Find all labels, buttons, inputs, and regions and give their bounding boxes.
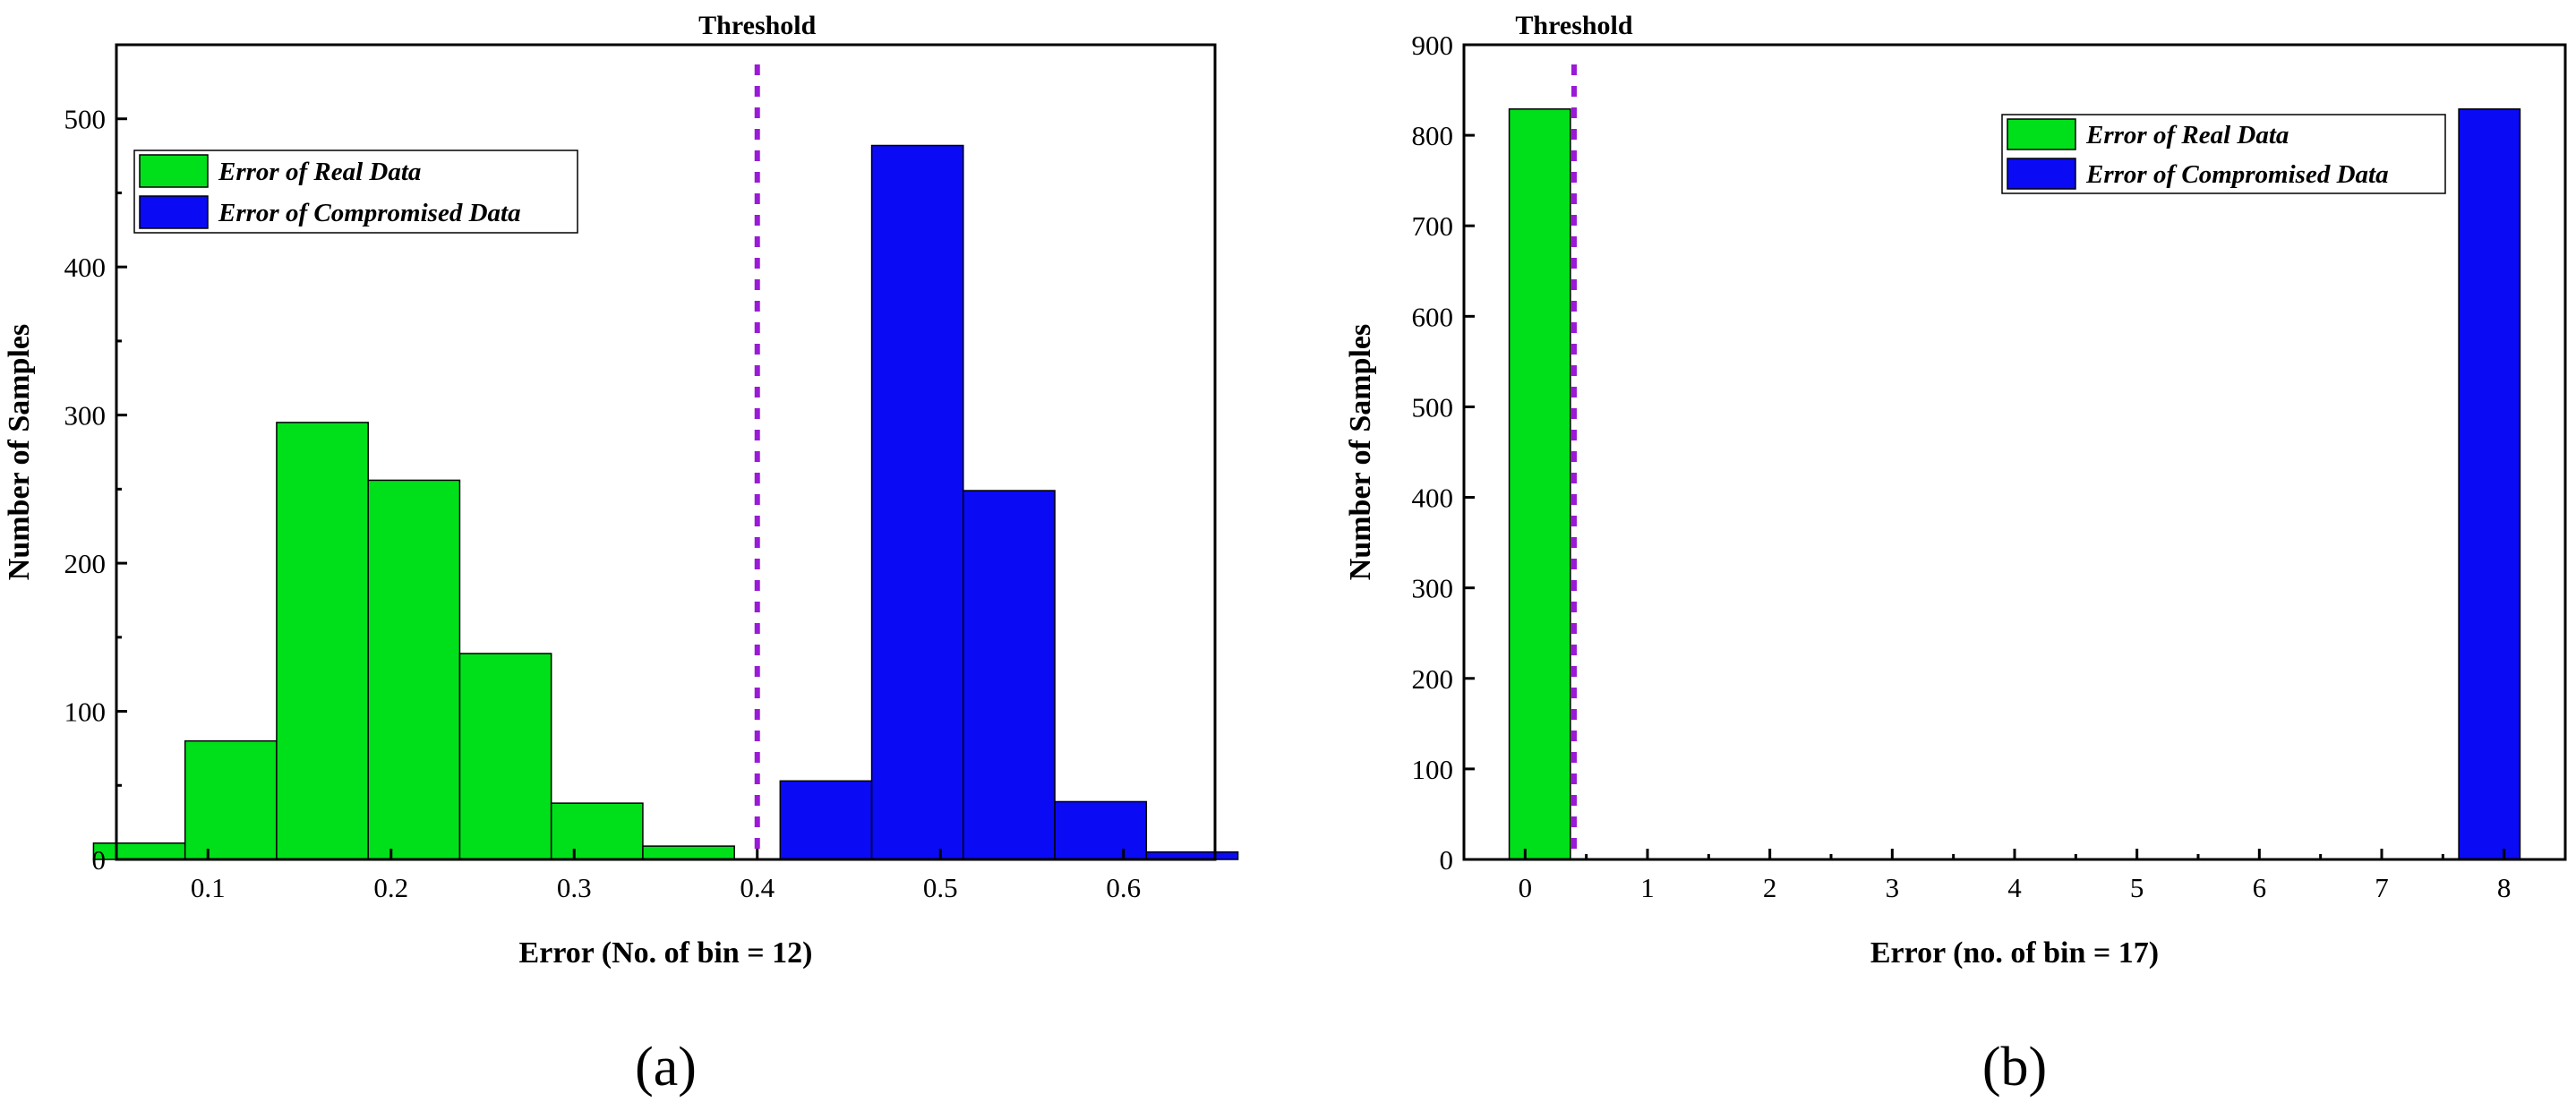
y-tick-label: 300	[1412, 573, 1454, 604]
x-tick-label: 4	[2007, 872, 2022, 903]
bar-compromised-1	[870, 144, 964, 860]
y-tick-label: 300	[64, 400, 107, 432]
bar-real-0	[92, 842, 186, 860]
legend-swatch-real	[2007, 118, 2076, 150]
x-tick-label: 0.4	[740, 872, 775, 903]
x-tick-label: 6	[2253, 872, 2267, 903]
x-tick-label: 0.2	[373, 872, 408, 903]
x-tick-label: 8	[2497, 872, 2512, 903]
y-tick-label: 400	[64, 252, 107, 283]
bar-real-0	[1508, 108, 1571, 860]
x-axis-label: Error (No. of bin = 12)	[519, 936, 813, 970]
x-tick-label: 0	[1519, 872, 1533, 903]
x-tick-label: 0.6	[1106, 872, 1141, 903]
bar-compromised-3	[1054, 800, 1148, 860]
legend-swatch-compromised	[139, 195, 209, 229]
bar-compromised-0	[2458, 108, 2521, 860]
bar-real-6	[642, 845, 735, 860]
threshold-label: Threshold	[1515, 11, 1632, 40]
legend-label-real: Error of Real Data	[218, 158, 421, 186]
chart-panel-b: Threshold 0 100 200 300 400 500 600 700 800 900 0 1 2…	[1344, 11, 2567, 1098]
y-axis-label: Number of Samples	[3, 324, 36, 581]
y-tick-label: 200	[64, 548, 107, 579]
bar-real-2	[276, 422, 369, 860]
bar-compromised-0	[779, 780, 873, 860]
x-tick-label: 0.5	[923, 872, 958, 903]
x-tick-label: 5	[2130, 872, 2144, 903]
x-tick-label: 0.3	[557, 872, 592, 903]
legend-swatch-compromised	[2007, 158, 2076, 190]
x-tick-label: 1	[1640, 872, 1655, 903]
bar-compromised-2	[963, 490, 1056, 860]
y-tick-label: 100	[1412, 754, 1454, 785]
y-tick-label: 100	[64, 697, 107, 728]
x-tick-label: 2	[1763, 872, 1777, 903]
y-tick-label: 500	[64, 104, 107, 135]
chart-panel-a: Threshold 0 100 200 300 400 500 0.1 0.2 0.3 0.4 0.5…	[3, 11, 1239, 1098]
bar-real-3	[367, 479, 461, 860]
threshold-label: Threshold	[698, 11, 816, 40]
legend-label-compromised: Error of Compromised Data	[2085, 160, 2389, 189]
plot-frame	[115, 43, 1217, 861]
x-tick-label: 0.1	[191, 872, 226, 903]
x-tick-label: 3	[1886, 872, 1900, 903]
bar-real-5	[550, 802, 644, 860]
y-tick-label: 500	[1412, 391, 1454, 423]
y-tick-label: 800	[1412, 120, 1454, 151]
legend-swatch-real	[139, 154, 209, 188]
y-tick-label: 700	[1412, 210, 1454, 242]
y-tick-label: 200	[1412, 663, 1454, 695]
y-tick-label: 900	[1412, 30, 1454, 61]
x-axis-label: Error (no. of bin = 17)	[1870, 936, 2159, 970]
y-tick-label: 400	[1412, 483, 1454, 514]
legend-label-compromised: Error of Compromised Data	[218, 199, 521, 227]
y-tick-label: 600	[1412, 301, 1454, 332]
x-tick-label: 7	[2375, 872, 2389, 903]
panel-label: (b)	[1982, 1037, 2047, 1098]
y-tick-label: 0	[92, 844, 107, 876]
bar-real-4	[458, 653, 552, 860]
bar-real-1	[184, 739, 278, 860]
y-axis-label: Number of Samples	[1344, 324, 1377, 581]
panel-label: (a)	[635, 1037, 697, 1098]
legend-label-real: Error of Real Data	[2085, 121, 2289, 150]
y-tick-label: 0	[1440, 844, 1454, 876]
